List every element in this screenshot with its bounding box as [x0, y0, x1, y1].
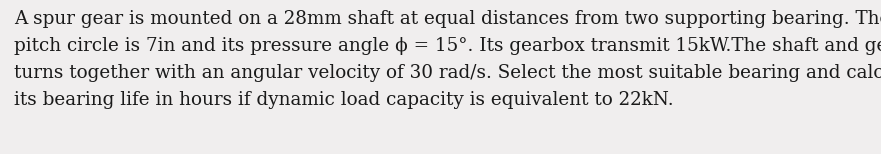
Text: pitch circle is 7in and its pressure angle ϕ = 15°. Its gearbox transmit 15kW.Th: pitch circle is 7in and its pressure ang…	[14, 37, 881, 55]
Text: A spur gear is mounted on a 28mm shaft at equal distances from two supporting be: A spur gear is mounted on a 28mm shaft a…	[14, 10, 881, 28]
Text: its bearing life in hours if dynamic load capacity is equivalent to 22kN.: its bearing life in hours if dynamic loa…	[14, 91, 674, 109]
Text: turns together with an angular velocity of 30 rad/s. Select the most suitable be: turns together with an angular velocity …	[14, 64, 881, 82]
